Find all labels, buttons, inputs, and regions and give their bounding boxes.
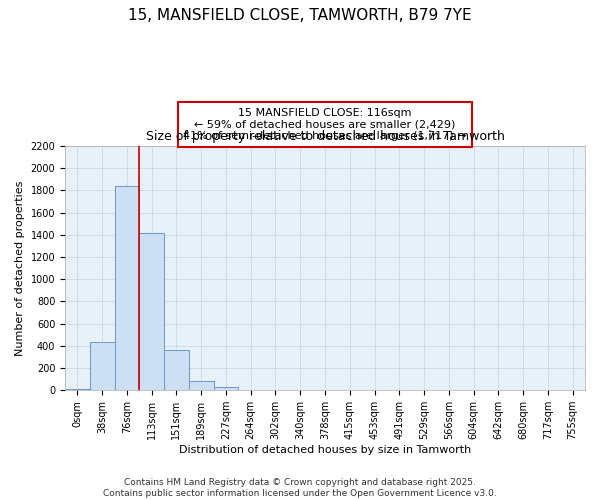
- Bar: [65, 389, 90, 390]
- Bar: [214, 388, 238, 390]
- Title: Size of property relative to detached houses in Tamworth: Size of property relative to detached ho…: [146, 130, 505, 143]
- Y-axis label: Number of detached properties: Number of detached properties: [15, 180, 25, 356]
- Text: 15 MANSFIELD CLOSE: 116sqm
← 59% of detached houses are smaller (2,429)
41% of s: 15 MANSFIELD CLOSE: 116sqm ← 59% of deta…: [183, 108, 467, 141]
- Bar: [139, 232, 164, 390]
- Bar: [115, 186, 139, 390]
- Bar: [164, 350, 189, 390]
- X-axis label: Distribution of detached houses by size in Tamworth: Distribution of detached houses by size …: [179, 445, 471, 455]
- Bar: [189, 382, 214, 390]
- Text: 15, MANSFIELD CLOSE, TAMWORTH, B79 7YE: 15, MANSFIELD CLOSE, TAMWORTH, B79 7YE: [128, 8, 472, 22]
- Text: Contains HM Land Registry data © Crown copyright and database right 2025.
Contai: Contains HM Land Registry data © Crown c…: [103, 478, 497, 498]
- Bar: [90, 342, 115, 390]
